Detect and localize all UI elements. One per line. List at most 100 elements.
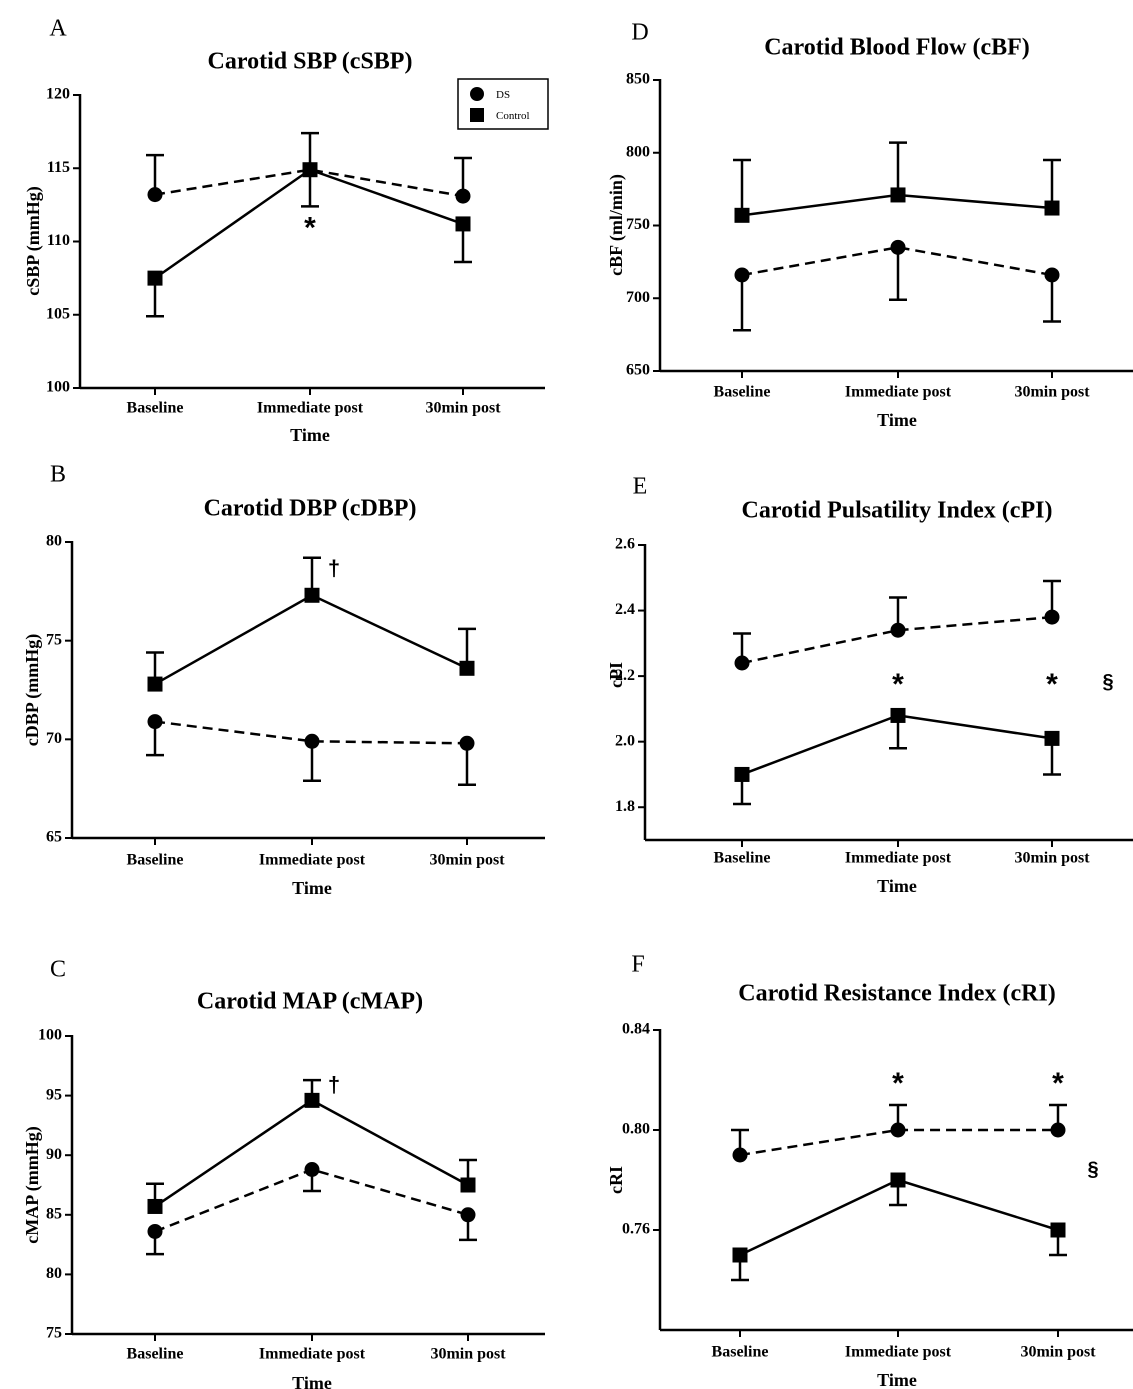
panel-f-letter: F <box>631 952 644 978</box>
panel-b-control-point-immediate-post <box>304 587 320 603</box>
panel-c-control-point-30min-post <box>460 1177 476 1193</box>
panel-f-x-tick-label-30min-post: 30min post <box>1020 1344 1096 1361</box>
panel-f-series-ds <box>731 1103 1067 1163</box>
panel-e-significance-asterisk: * <box>1046 668 1058 701</box>
panel-c-x-tick-label-immediate-post: Immediate post <box>259 1346 366 1363</box>
panel-e: E Carotid Pulsatility Index (cPI) 1.8 2.0 2.… <box>606 474 1133 896</box>
panel-e-letter: E <box>633 474 648 500</box>
panel-b-series-ds <box>146 714 476 786</box>
panel-f-control-point-immediate-post <box>890 1172 906 1188</box>
panel-e-series-ds <box>733 579 1061 671</box>
panel-f-y-tick-label: 0.80 <box>622 1121 650 1138</box>
panel-d-y-tick-label: 800 <box>626 143 650 160</box>
panel-b-y-tick-label: 65 <box>46 829 62 846</box>
panel-b-control-line <box>154 593 468 686</box>
panel-a-control-point-immediate-post <box>302 162 318 178</box>
panel-a-y-tick-label: 100 <box>46 379 70 396</box>
panel-c-title: Carotid MAP (cMAP) <box>197 989 423 1015</box>
panel-a-control-point-baseline <box>147 270 163 286</box>
panel-a-x-tick-label-immediate-post: Immediate post <box>257 400 364 417</box>
panel-f-control-point-baseline <box>732 1247 748 1263</box>
panel-b-y-tick-label: 75 <box>46 631 62 648</box>
panel-e-title: Carotid Pulsatility Index (cPI) <box>742 498 1053 524</box>
legend-control-marker <box>470 108 484 122</box>
panel-c-y-tick-label: 75 <box>46 1325 62 1342</box>
panel-b-series-control <box>146 556 476 692</box>
panel-e-y-tick-label: 2.6 <box>615 536 635 553</box>
panel-d-y-axis-label: cBF (ml/min) <box>606 174 627 276</box>
panel-e-x-tick-label-immediate-post: Immediate post <box>845 850 952 867</box>
panel-f-significance-asterisk: * <box>1052 1067 1064 1100</box>
panel-f: F Carotid Resistance Index (cRI) 0.76 0.80 0… <box>606 952 1133 1389</box>
panel-f-y-tick-label: 0.76 <box>622 1221 650 1238</box>
panel-b-y-tick-label: 70 <box>46 730 62 747</box>
panel-a-ds-point-30min-post <box>455 188 471 204</box>
panel-f-x-tick-label-baseline: Baseline <box>712 1344 769 1361</box>
panel-c-ds-point-immediate-post <box>304 1162 320 1178</box>
legend: DS Control <box>457 78 549 130</box>
panel-d-ds-line <box>741 246 1053 277</box>
panel-c-y-tick-label: 80 <box>46 1265 62 1282</box>
panel-d-x-tick-label-30min-post: 30min post <box>1014 384 1090 401</box>
panel-c-x-tick-label-30min-post: 30min post <box>430 1346 506 1363</box>
panel-b-x-tick-label-immediate-post: Immediate post <box>259 852 366 869</box>
panel-a-series-control <box>146 162 472 318</box>
panel-c-dagger-mark: † <box>328 1072 340 1097</box>
panel-e-section-mark: § <box>1102 671 1113 693</box>
panel-e-control-point-baseline <box>734 766 750 782</box>
panel-e-significance-asterisk: * <box>892 668 904 701</box>
panel-b-ds-point-immediate-post <box>304 733 320 749</box>
panel-f-x-axis-label: Time <box>877 1370 917 1389</box>
panel-b-x-tick-label-30min-post: 30min post <box>429 852 505 869</box>
panel-b-title: Carotid DBP (cDBP) <box>204 496 417 522</box>
panel-a-letter: A <box>49 16 67 42</box>
panel-d-y-tick-label: 700 <box>626 289 650 306</box>
panel-f-y-tick-label: 0.84 <box>622 1021 650 1038</box>
panel-d-control-point-baseline <box>734 207 750 223</box>
panel-d: D Carotid Blood Flow (cBF) 650 700 750 800 850… <box>606 20 1133 430</box>
panel-a-y-tick-label: 105 <box>46 305 70 322</box>
panel-c-y-tick-label: 95 <box>46 1086 62 1103</box>
panel-c-letter: C <box>50 957 66 983</box>
panel-f-ds-line <box>739 1128 1058 1157</box>
panel-e-control-point-immediate-post <box>890 707 906 723</box>
panel-e-y-tick-label: 2.0 <box>615 732 635 749</box>
panel-c-ds-point-baseline <box>147 1223 163 1239</box>
panel-a-y-axis-label: cSBP (mmHg) <box>23 186 44 296</box>
panel-f-title: Carotid Resistance Index (cRI) <box>738 981 1056 1007</box>
panel-f-x-tick-label-immediate-post: Immediate post <box>845 1344 952 1361</box>
panel-d-y-tick-label: 850 <box>626 71 650 88</box>
panel-a-y-tick-label: 110 <box>47 232 70 249</box>
panel-d-x-axis-label: Time <box>877 410 917 430</box>
panel-e-x-tick-label-30min-post: 30min post <box>1014 850 1090 867</box>
panel-b-ds-line <box>154 720 468 745</box>
panel-c: C Carotid MAP (cMAP) 75 80 85 90 95 100 Baseline… <box>22 957 545 1389</box>
panel-d-series-control <box>733 141 1061 223</box>
panel-e-ds-point-immediate-post <box>890 622 906 638</box>
panel-c-x-tick-label-baseline: Baseline <box>127 1346 184 1363</box>
panel-b-x-tick-label-baseline: Baseline <box>127 852 184 869</box>
panel-c-series-control <box>146 1078 477 1214</box>
panel-a-title: Carotid SBP (cSBP) <box>208 49 413 75</box>
panel-f-ds-point-immediate-post <box>890 1122 906 1138</box>
panel-d-series-ds <box>733 239 1061 332</box>
panel-d-y-tick-label: 650 <box>626 362 650 379</box>
panel-e-y-tick-label: 1.8 <box>615 798 635 815</box>
panel-a-ds-line <box>154 168 464 198</box>
panel-e-y-axis-label: cPI <box>606 662 626 688</box>
panel-e-x-axis-label: Time <box>877 876 917 896</box>
panel-d-x-tick-label-immediate-post: Immediate post <box>845 384 952 401</box>
panel-a-x-tick-label-30min-post: 30min post <box>425 400 501 417</box>
panel-f-ds-point-30min-post <box>1050 1122 1066 1138</box>
panel-b-letter: B <box>50 462 66 488</box>
panel-c-y-axis-label: cMAP (mmHg) <box>22 1126 43 1243</box>
panel-b: B Carotid DBP (cDBP) 65 70 75 80 Baseline Immed… <box>22 462 545 898</box>
panel-b-y-tick-label: 80 <box>46 533 62 550</box>
legend-control-label: Control <box>496 110 530 122</box>
panel-c-control-point-immediate-post <box>304 1092 320 1108</box>
panel-e-ds-line <box>741 615 1053 665</box>
panel-c-ds-point-30min-post <box>460 1207 476 1223</box>
panel-d-ds-point-immediate-post <box>890 239 906 255</box>
panel-d-x-tick-label-baseline: Baseline <box>714 384 771 401</box>
